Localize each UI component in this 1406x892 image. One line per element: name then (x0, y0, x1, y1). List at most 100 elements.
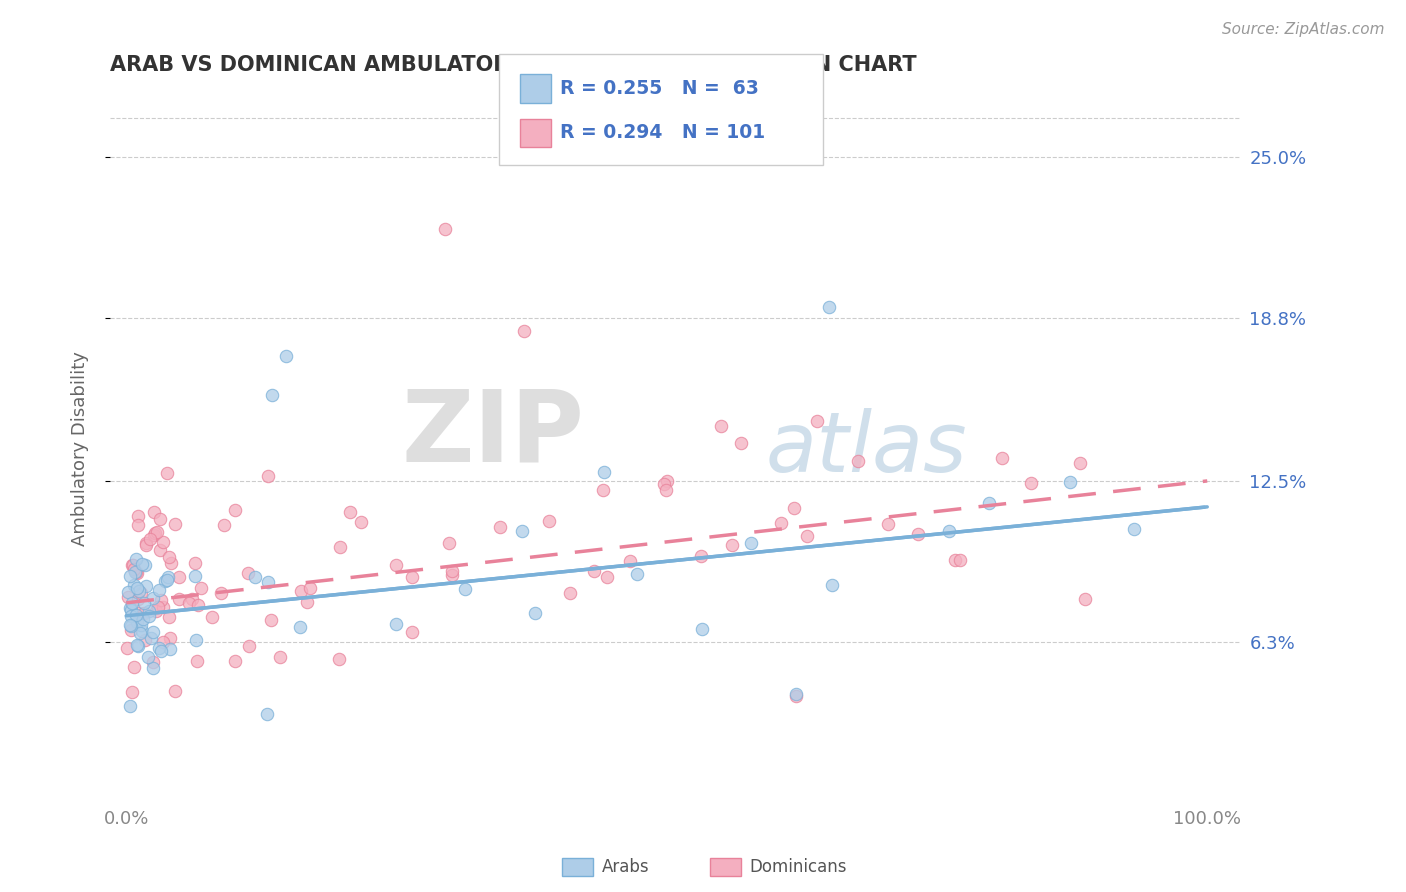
Point (260, 613, 283, 627)
Point (583, 564, 606, 578)
Point (184, 632, 207, 647)
Point (626, 567, 648, 582)
Point (150, 592, 173, 607)
Point (295, 594, 318, 608)
Point (131, 618, 153, 632)
Point (120, 698, 142, 713)
Point (143, 526, 166, 541)
Point (142, 661, 165, 675)
Point (441, 567, 464, 582)
Point (120, 569, 142, 583)
Y-axis label: Ambulatory Disability: Ambulatory Disability (72, 351, 89, 546)
Point (124, 565, 146, 579)
Point (876, 517, 898, 532)
Point (288, 620, 311, 634)
Point (157, 550, 180, 565)
Point (439, 536, 461, 550)
Point (135, 538, 157, 552)
Point (138, 609, 160, 624)
Point (236, 566, 259, 581)
Point (1019, 475, 1042, 490)
Point (120, 609, 142, 624)
Point (120, 619, 142, 633)
Point (117, 585, 139, 599)
Point (141, 631, 163, 645)
Point (131, 624, 153, 638)
Point (142, 591, 165, 605)
Point (785, 689, 807, 703)
Point (212, 517, 235, 532)
Point (179, 596, 201, 610)
Text: R = 0.255   N =  63: R = 0.255 N = 63 (560, 78, 758, 98)
Point (163, 684, 186, 698)
Point (1074, 591, 1097, 606)
Point (209, 586, 232, 600)
Text: atlas: atlas (765, 408, 967, 489)
Point (150, 644, 173, 658)
Point (977, 496, 1000, 510)
Point (401, 569, 423, 583)
Point (329, 540, 352, 554)
Point (159, 641, 181, 656)
Point (134, 558, 156, 573)
Point (141, 656, 163, 670)
Point (593, 465, 616, 479)
Point (730, 435, 752, 450)
Point (538, 514, 561, 528)
Point (152, 635, 174, 649)
Point (127, 640, 149, 654)
Point (139, 532, 162, 546)
Point (122, 578, 145, 592)
Point (710, 419, 733, 434)
Point (243, 570, 266, 584)
Point (128, 606, 150, 620)
Point (152, 600, 174, 615)
Point (131, 557, 153, 571)
Point (143, 505, 166, 519)
Point (122, 561, 145, 575)
Point (821, 577, 844, 591)
Point (401, 624, 423, 639)
Point (135, 579, 157, 593)
Point (690, 622, 713, 636)
Point (1069, 456, 1091, 470)
Point (512, 524, 534, 539)
Point (156, 466, 179, 480)
Point (596, 570, 619, 584)
Point (120, 623, 142, 637)
Point (134, 633, 156, 648)
Point (690, 549, 713, 563)
Point (127, 638, 149, 652)
Point (1123, 522, 1146, 536)
Point (121, 558, 143, 573)
Point (652, 476, 675, 491)
Point (183, 556, 205, 570)
Point (117, 591, 139, 605)
Point (262, 388, 284, 402)
Point (785, 687, 807, 701)
Point (120, 601, 142, 615)
Point (990, 451, 1012, 466)
Point (156, 570, 179, 584)
Point (160, 556, 183, 570)
Point (136, 649, 159, 664)
Point (146, 524, 169, 539)
Point (938, 524, 960, 539)
Text: ARAB VS DOMINICAN AMBULATORY DISABILITY CORRELATION CHART: ARAB VS DOMINICAN AMBULATORY DISABILITY … (110, 55, 917, 75)
Point (125, 581, 148, 595)
Point (181, 592, 204, 607)
Point (796, 528, 818, 542)
Point (434, 222, 457, 236)
Point (122, 558, 145, 572)
Point (142, 625, 165, 640)
Point (120, 603, 142, 617)
Point (148, 640, 170, 655)
Point (488, 520, 510, 534)
Point (125, 615, 148, 630)
Point (298, 581, 321, 595)
Point (148, 582, 170, 597)
Point (655, 474, 678, 488)
Point (156, 573, 179, 587)
Point (783, 501, 806, 516)
Text: Dominicans: Dominicans (749, 858, 846, 876)
